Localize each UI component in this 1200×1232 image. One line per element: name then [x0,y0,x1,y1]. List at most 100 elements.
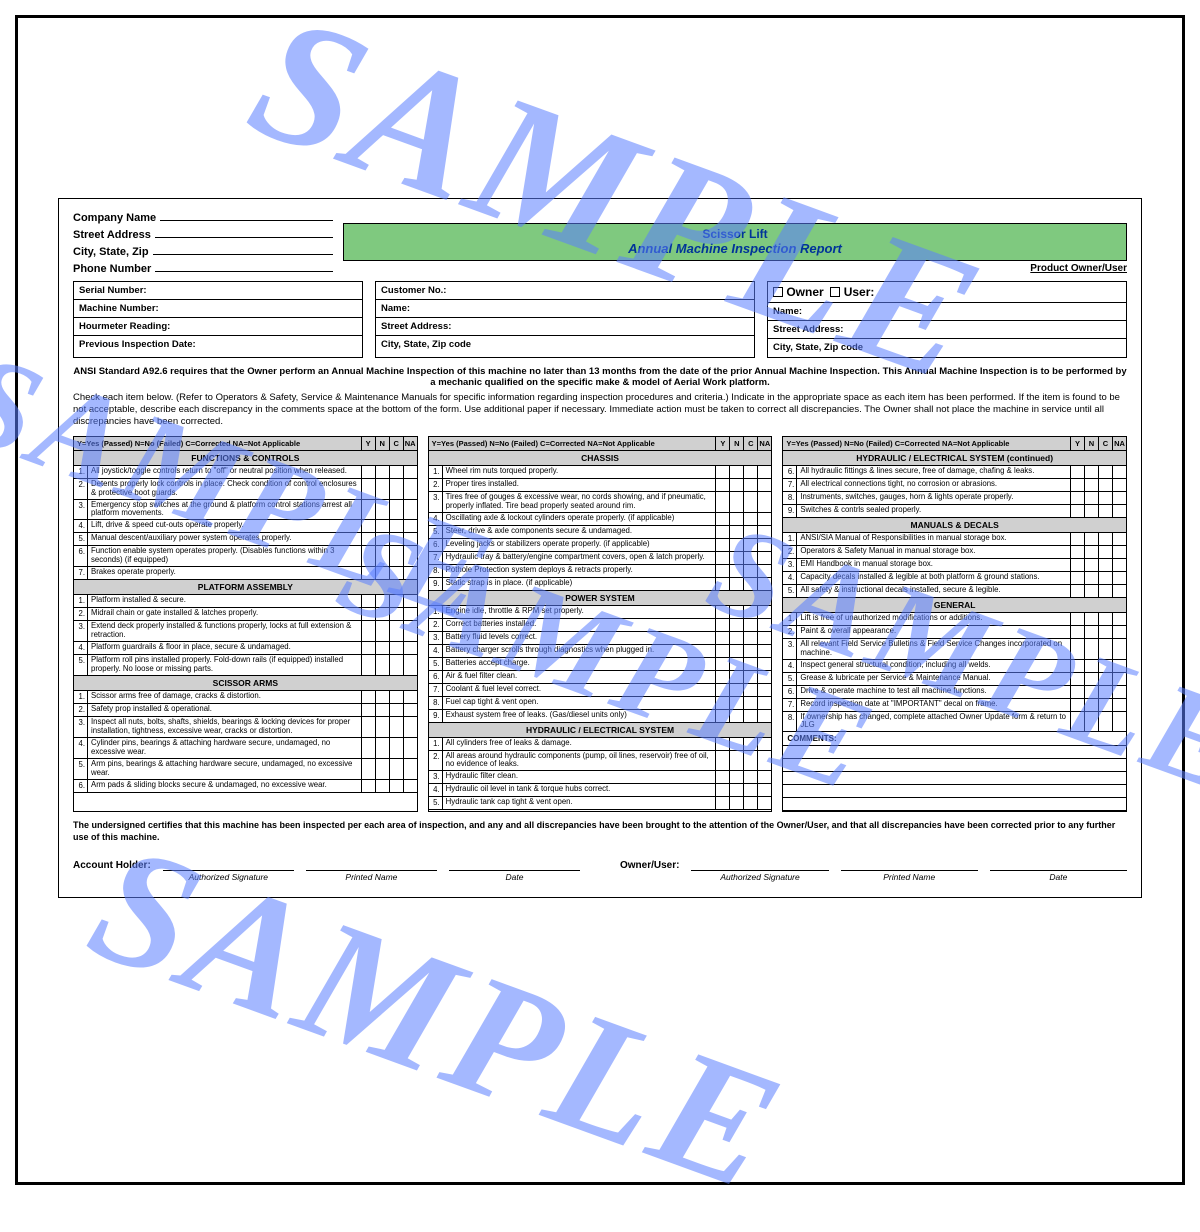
check-cell[interactable] [715,797,729,809]
check-cell[interactable] [403,533,417,545]
check-cell[interactable] [729,632,743,644]
check-cell[interactable] [361,642,375,654]
check-cell[interactable] [389,608,403,620]
check-cell[interactable] [1070,479,1084,491]
check-cell[interactable] [757,479,771,491]
check-cell[interactable] [743,632,757,644]
check-cell[interactable] [1084,492,1098,504]
check-cell[interactable] [1112,559,1126,571]
check-cell[interactable] [729,645,743,657]
check-cell[interactable] [361,500,375,520]
check-cell[interactable] [1084,613,1098,625]
check-cell[interactable] [757,632,771,644]
check-cell[interactable] [757,797,771,809]
check-cell[interactable] [743,771,757,783]
check-cell[interactable] [1070,546,1084,558]
check-cell[interactable] [757,606,771,618]
check-cell[interactable] [361,691,375,703]
check-cell[interactable] [1084,673,1098,685]
check-cell[interactable] [729,771,743,783]
check-cell[interactable] [403,642,417,654]
check-cell[interactable] [1084,639,1098,659]
check-cell[interactable] [729,466,743,478]
check-cell[interactable] [1098,699,1112,711]
check-cell[interactable] [375,533,389,545]
check-cell[interactable] [1070,712,1084,732]
check-cell[interactable] [389,759,403,779]
check-cell[interactable] [729,738,743,750]
check-cell[interactable] [1070,686,1084,698]
check-cell[interactable] [1070,466,1084,478]
check-cell[interactable] [361,704,375,716]
company-name-field[interactable] [160,209,333,221]
check-cell[interactable] [375,759,389,779]
check-cell[interactable] [743,578,757,590]
check-cell[interactable] [389,479,403,499]
check-cell[interactable] [1070,505,1084,517]
ah-date-line[interactable] [449,857,580,871]
check-cell[interactable] [1112,505,1126,517]
check-cell[interactable] [715,479,729,491]
check-cell[interactable] [1084,626,1098,638]
check-cell[interactable] [361,533,375,545]
check-cell[interactable] [1084,572,1098,584]
check-cell[interactable] [743,697,757,709]
check-cell[interactable] [375,738,389,758]
check-cell[interactable] [757,466,771,478]
check-cell[interactable] [729,552,743,564]
check-cell[interactable] [715,697,729,709]
check-cell[interactable] [729,479,743,491]
check-cell[interactable] [715,565,729,577]
check-cell[interactable] [375,466,389,478]
check-cell[interactable] [757,658,771,670]
check-cell[interactable] [1084,712,1098,732]
check-cell[interactable] [361,717,375,737]
check-cell[interactable] [361,546,375,566]
check-cell[interactable] [1070,613,1084,625]
check-cell[interactable] [361,479,375,499]
check-cell[interactable] [403,759,417,779]
check-cell[interactable] [743,619,757,631]
check-cell[interactable] [1084,546,1098,558]
city-state-zip-field[interactable] [153,243,333,255]
check-cell[interactable] [389,780,403,792]
check-cell[interactable] [1098,585,1112,597]
check-cell[interactable] [757,671,771,683]
check-cell[interactable] [361,759,375,779]
check-cell[interactable] [375,520,389,532]
comment-line[interactable] [783,759,1126,772]
check-cell[interactable] [729,797,743,809]
check-cell[interactable] [389,704,403,716]
check-cell[interactable] [403,546,417,566]
check-cell[interactable] [389,738,403,758]
check-cell[interactable] [1070,572,1084,584]
check-cell[interactable] [1084,466,1098,478]
check-cell[interactable] [1098,492,1112,504]
check-cell[interactable] [375,500,389,520]
check-cell[interactable] [743,658,757,670]
check-cell[interactable] [1112,546,1126,558]
check-cell[interactable] [375,608,389,620]
check-cell[interactable] [715,552,729,564]
check-cell[interactable] [1098,626,1112,638]
check-cell[interactable] [1098,479,1112,491]
check-cell[interactable] [715,784,729,796]
check-cell[interactable] [757,645,771,657]
check-cell[interactable] [1084,505,1098,517]
check-cell[interactable] [729,684,743,696]
check-cell[interactable] [403,738,417,758]
check-cell[interactable] [715,710,729,722]
check-cell[interactable] [757,539,771,551]
comment-line[interactable] [783,772,1126,785]
check-cell[interactable] [1098,533,1112,545]
check-cell[interactable] [757,513,771,525]
comment-line[interactable] [783,746,1126,759]
check-cell[interactable] [375,567,389,579]
check-cell[interactable] [389,655,403,675]
check-cell[interactable] [403,691,417,703]
check-cell[interactable] [389,567,403,579]
check-cell[interactable] [1084,699,1098,711]
check-cell[interactable] [1098,613,1112,625]
check-cell[interactable] [743,710,757,722]
check-cell[interactable] [1112,712,1126,732]
